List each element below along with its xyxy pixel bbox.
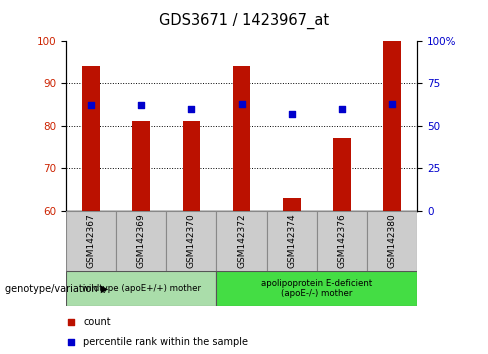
Text: wildtype (apoE+/+) mother: wildtype (apoE+/+) mother (81, 284, 201, 293)
Point (338, 106, 346, 112)
Text: count: count (83, 318, 111, 327)
Bar (367, 211, 417, 271)
Bar (66, 271, 217, 306)
Point (67, 339, 75, 345)
Text: GSM142369: GSM142369 (137, 213, 146, 268)
Bar (233, 66, 250, 211)
Point (388, 101, 396, 107)
Text: percentile rank within the sample: percentile rank within the sample (83, 337, 248, 347)
Bar (183, 121, 200, 211)
Bar (166, 211, 217, 271)
Text: GSM142370: GSM142370 (187, 213, 196, 268)
Bar (217, 271, 417, 306)
Point (87, 102, 95, 108)
Bar (132, 121, 150, 211)
Bar (66, 211, 116, 271)
Bar (82, 66, 100, 211)
Point (137, 102, 145, 108)
Text: GSM142372: GSM142372 (237, 213, 246, 268)
Point (288, 111, 296, 116)
Text: genotype/variation ▶: genotype/variation ▶ (5, 284, 108, 293)
Bar (283, 198, 301, 211)
Point (67, 320, 75, 325)
Text: GSM142367: GSM142367 (86, 213, 96, 268)
Bar (384, 41, 401, 211)
Bar (333, 138, 351, 211)
Point (238, 101, 245, 107)
Bar (317, 211, 367, 271)
Bar (116, 211, 166, 271)
Text: GDS3671 / 1423967_at: GDS3671 / 1423967_at (159, 12, 329, 29)
Text: GSM142374: GSM142374 (287, 213, 296, 268)
Bar (266, 211, 317, 271)
Bar (217, 211, 266, 271)
Text: GSM142376: GSM142376 (337, 213, 346, 268)
Point (187, 106, 195, 112)
Text: apolipoprotein E-deficient
(apoE-/-) mother: apolipoprotein E-deficient (apoE-/-) mot… (261, 279, 372, 298)
Text: GSM142380: GSM142380 (387, 213, 397, 268)
